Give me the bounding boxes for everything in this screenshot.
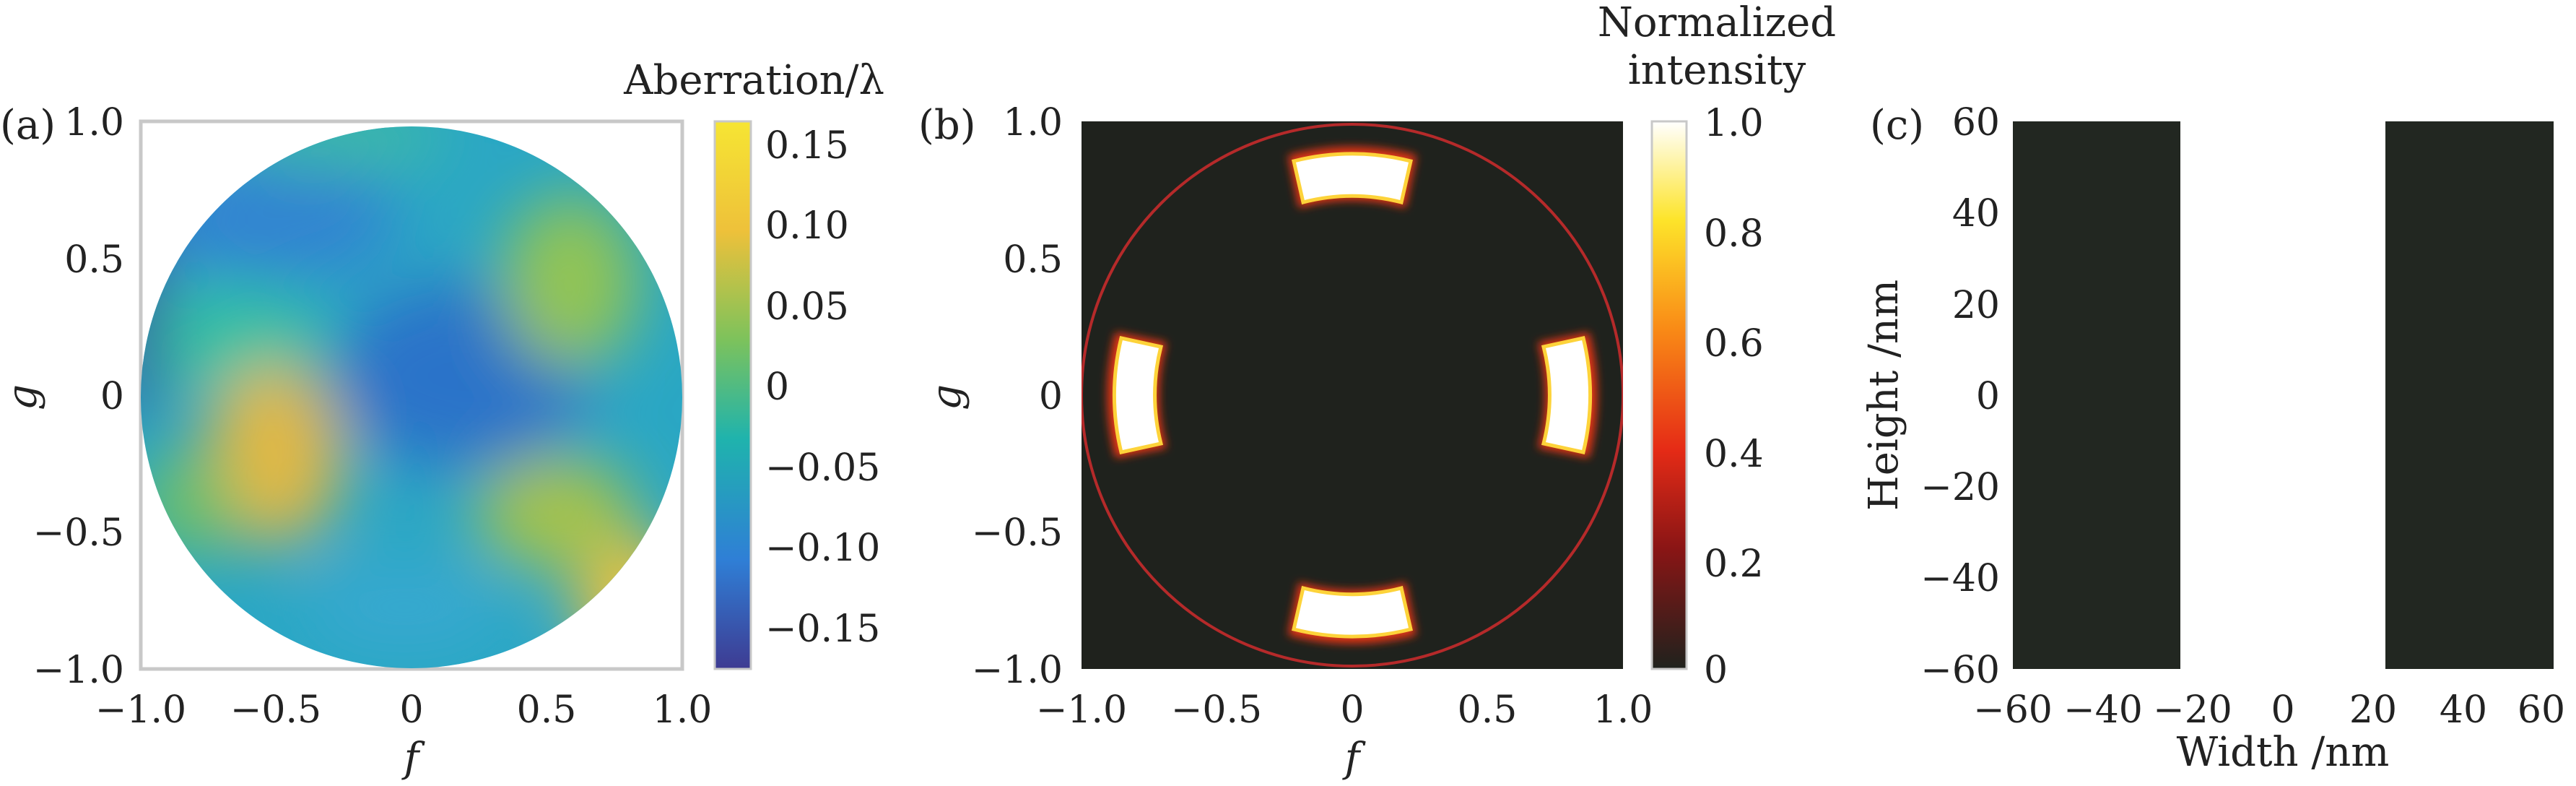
y-tick-label: 40: [1952, 192, 2000, 236]
y-tick-label: 0: [100, 375, 124, 418]
y-tick-label: 0.5: [1003, 238, 1063, 282]
x-tick-label: −20: [2153, 688, 2232, 732]
x-tick-label: 0.5: [1458, 688, 1518, 732]
panel-a: (a) −1.0 −0.5 0 0.5 1.0: [0, 57, 884, 782]
panel-c-x-axis-label: Width /nm: [2177, 729, 2390, 776]
colorbar-gradient: [713, 120, 752, 670]
colorbar-tick-label: 0.8: [1704, 212, 1764, 256]
colorbar-tick-label: 0.2: [1704, 543, 1764, 586]
x-tick-label: −60: [1973, 688, 2053, 732]
x-tick-label: −1.0: [95, 688, 186, 732]
y-tick-label: 1.0: [64, 101, 124, 144]
pole-right: [1538, 332, 1598, 458]
panel-a-y-axis-label: g: [0, 384, 46, 410]
y-tick-label: 60: [1952, 101, 2000, 144]
y-tick-label: −0.5: [972, 511, 1063, 555]
y-tick-label: 20: [1952, 284, 2000, 327]
panel-a-colorbar: Aberration/λ 0.15 0.10 0.05 0 −0.05 −0.1…: [623, 57, 884, 670]
x-tick-label: −0.5: [1171, 688, 1262, 732]
panel-b-label: (b): [918, 102, 976, 149]
bright-region: [2180, 121, 2385, 669]
colorbar-tick-label: −0.15: [765, 608, 880, 651]
panel-b-x-axis-label: f: [1342, 735, 1367, 782]
x-tick-label: −0.5: [230, 688, 321, 732]
colorbar-tick-label: −0.05: [765, 446, 880, 490]
panel-a-label: (a): [0, 102, 56, 149]
dark-region-left: [2013, 121, 2180, 669]
panel-c: (c) −60 −40 −20 0 20 40 60 60 40 20 0 −2…: [1861, 101, 2565, 776]
colorbar-tick-label: 0.10: [765, 204, 849, 248]
pupil-circle: [1082, 123, 1623, 668]
colorbar-tick-label: 0.15: [765, 124, 849, 168]
colorbar-tick-label: 0.05: [765, 285, 849, 329]
panel-a-x-ticks: −1.0 −0.5 0 0.5 1.0: [95, 688, 712, 732]
x-tick-label: 0: [399, 688, 423, 732]
y-tick-label: −1.0: [972, 649, 1063, 692]
pole-bottom: [1288, 582, 1417, 644]
y-tick-label: 0: [1039, 375, 1063, 418]
panel-b-y-axis-label: g: [923, 384, 970, 410]
feature-blob: [303, 563, 505, 650]
panel-b-colorbar: Normalized intensity 1.0 0.8 0.6 0.4 0.2…: [1598, 0, 1836, 692]
x-tick-label: 1.0: [1593, 688, 1653, 732]
colorbar-title: Aberration/λ: [623, 57, 884, 104]
y-tick-label: −60: [1920, 649, 2000, 692]
colorbar-tick-label: 0.4: [1704, 433, 1764, 476]
feature-blob: [206, 365, 343, 545]
y-tick-label: 0: [1976, 375, 2000, 418]
panel-c-x-ticks: −60 −40 −20 0 20 40 60: [1973, 688, 2565, 732]
x-tick-label: 20: [2349, 688, 2397, 732]
y-tick-label: −1.0: [33, 649, 124, 692]
colorbar-gradient: [1650, 120, 1688, 670]
feature-blob: [502, 195, 639, 368]
panel-c-label: (c): [1870, 102, 1924, 149]
colorbar-tick-label: 0: [765, 366, 789, 409]
panel-b-y-ticks: 1.0 0.5 0 −0.5 −1.0: [972, 101, 1063, 692]
panel-b: (b): [918, 0, 1836, 782]
dark-region-right: [2385, 121, 2554, 669]
colorbar-title-line1: Normalized: [1598, 0, 1836, 46]
feature-blob: [477, 455, 635, 571]
panel-b-background: [1082, 121, 1623, 669]
panel-c-plot: [2013, 121, 2554, 669]
y-tick-label: −40: [1920, 557, 2000, 600]
x-tick-label: 1.0: [653, 688, 713, 732]
x-tick-label: 0: [1340, 688, 1364, 732]
panel-b-x-ticks: −1.0 −0.5 0 0.5 1.0: [1036, 688, 1653, 732]
colorbar-tick-label: 0: [1704, 649, 1728, 692]
pole-top: [1288, 147, 1417, 208]
panel-a-x-axis-label: f: [401, 735, 426, 782]
colorbar-tick-label: 0.6: [1704, 322, 1764, 366]
x-tick-label: 0.5: [517, 688, 577, 732]
colorbar-title-line2: intensity: [1628, 47, 1806, 94]
panel-c-y-ticks: 60 40 20 0 −20 −40 −60: [1920, 101, 2000, 692]
y-tick-label: 1.0: [1003, 101, 1063, 144]
y-tick-label: −0.5: [33, 511, 124, 555]
colorbar-tick-label: 1.0: [1704, 102, 1764, 145]
colorbar-tick-label: −0.10: [765, 527, 880, 570]
y-tick-label: −20: [1920, 466, 2000, 509]
x-tick-label: 0: [2271, 688, 2294, 732]
panel-c-y-axis-label: Height /nm: [1861, 280, 1907, 511]
x-tick-label: −40: [2063, 688, 2143, 732]
x-tick-label: −1.0: [1036, 688, 1127, 732]
illumination-poles: [1107, 147, 1598, 644]
y-tick-label: 0.5: [64, 238, 124, 282]
pole-left: [1107, 332, 1167, 458]
panel-a-y-ticks: 1.0 0.5 0 −0.5 −1.0: [33, 101, 124, 692]
x-tick-label: 60: [2518, 688, 2565, 732]
x-tick-label: 40: [2440, 688, 2487, 732]
